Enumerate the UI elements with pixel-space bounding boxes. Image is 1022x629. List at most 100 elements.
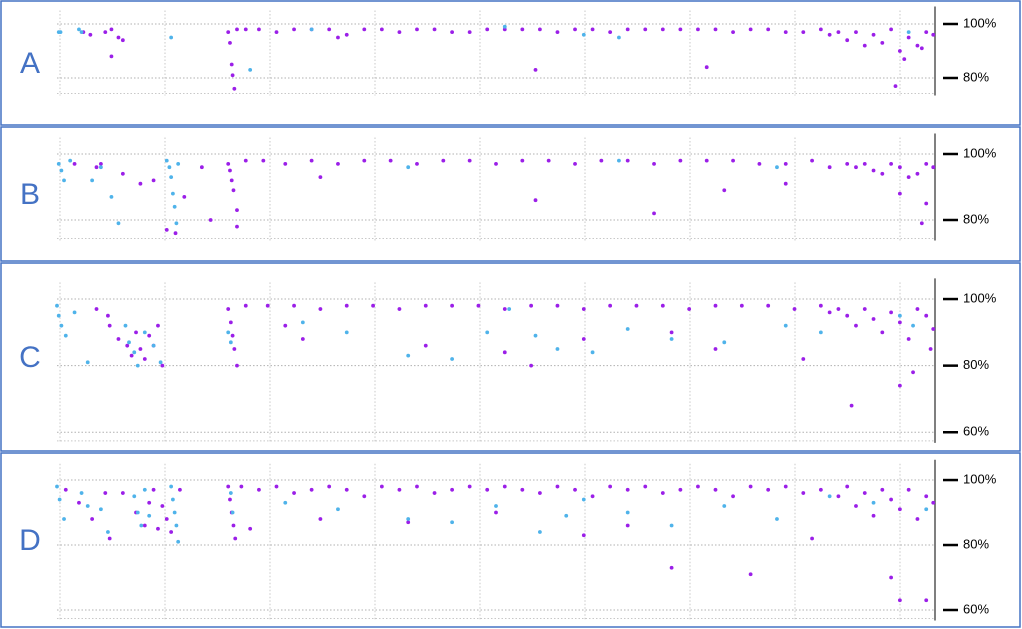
point xyxy=(731,494,735,499)
point xyxy=(116,337,121,341)
point xyxy=(132,350,137,355)
point xyxy=(283,162,288,166)
point xyxy=(529,303,534,308)
point xyxy=(660,491,665,495)
point xyxy=(485,27,490,32)
point xyxy=(906,487,911,492)
point xyxy=(660,27,665,32)
point xyxy=(228,320,233,325)
point xyxy=(90,517,95,521)
panel: C 100% 80% 60% xyxy=(0,262,1021,452)
point xyxy=(336,162,340,166)
point xyxy=(533,68,538,72)
point xyxy=(406,520,411,525)
point xyxy=(300,337,305,341)
point xyxy=(880,171,885,176)
point xyxy=(151,343,156,348)
point xyxy=(836,30,841,34)
point xyxy=(608,303,613,308)
point xyxy=(766,487,771,492)
point xyxy=(775,165,779,170)
point xyxy=(713,347,718,351)
point xyxy=(415,162,419,166)
point xyxy=(160,363,165,368)
point xyxy=(79,491,84,495)
point xyxy=(77,500,81,505)
point xyxy=(235,363,239,368)
point xyxy=(467,158,472,163)
point xyxy=(555,347,560,351)
point xyxy=(90,178,95,183)
point xyxy=(138,181,143,186)
point xyxy=(783,323,788,328)
point xyxy=(889,497,893,502)
point xyxy=(502,307,507,311)
point xyxy=(406,517,411,521)
point xyxy=(56,313,61,318)
point xyxy=(919,221,924,226)
point xyxy=(72,162,77,166)
point xyxy=(678,487,683,492)
point xyxy=(502,27,507,32)
point xyxy=(546,158,551,163)
point xyxy=(235,224,239,229)
point xyxy=(871,168,876,173)
point xyxy=(827,494,832,499)
point xyxy=(274,30,279,34)
point xyxy=(169,484,174,489)
point xyxy=(172,204,177,209)
point xyxy=(897,383,902,388)
point xyxy=(164,517,169,521)
point xyxy=(441,158,446,163)
point xyxy=(450,30,454,34)
panel-label: A xyxy=(20,47,40,80)
point xyxy=(608,484,613,489)
point xyxy=(739,303,744,308)
point xyxy=(931,32,936,37)
point xyxy=(103,30,108,34)
point xyxy=(722,340,727,345)
point xyxy=(581,533,586,538)
point xyxy=(608,30,613,34)
point xyxy=(226,162,231,166)
point xyxy=(766,27,771,32)
point xyxy=(590,494,595,499)
point xyxy=(533,198,538,203)
point xyxy=(924,30,929,34)
point xyxy=(450,357,454,361)
point xyxy=(625,158,630,163)
point xyxy=(257,27,261,32)
panel-frame xyxy=(0,126,1021,262)
point xyxy=(182,195,187,199)
point xyxy=(924,507,929,512)
point xyxy=(862,162,867,166)
point xyxy=(59,168,64,173)
point xyxy=(170,191,175,196)
point xyxy=(485,487,490,492)
y-tick-label: 100% xyxy=(963,471,997,486)
point xyxy=(678,158,683,163)
point xyxy=(379,27,384,32)
point xyxy=(687,307,692,311)
point xyxy=(226,30,231,34)
point xyxy=(172,510,177,515)
point xyxy=(590,27,595,32)
point xyxy=(529,363,534,368)
point xyxy=(643,484,648,489)
panel: A 100% 80% xyxy=(0,0,1021,126)
point xyxy=(164,158,169,163)
point xyxy=(573,487,577,492)
point xyxy=(476,303,481,308)
point xyxy=(142,523,147,528)
point xyxy=(573,27,577,32)
y-tick-label: 80% xyxy=(963,536,989,551)
point xyxy=(555,30,560,34)
point xyxy=(669,565,674,570)
point xyxy=(652,211,656,216)
point xyxy=(55,303,59,308)
point xyxy=(59,323,64,328)
point xyxy=(226,484,231,489)
point xyxy=(931,327,936,331)
point xyxy=(231,188,236,193)
point xyxy=(170,497,175,502)
